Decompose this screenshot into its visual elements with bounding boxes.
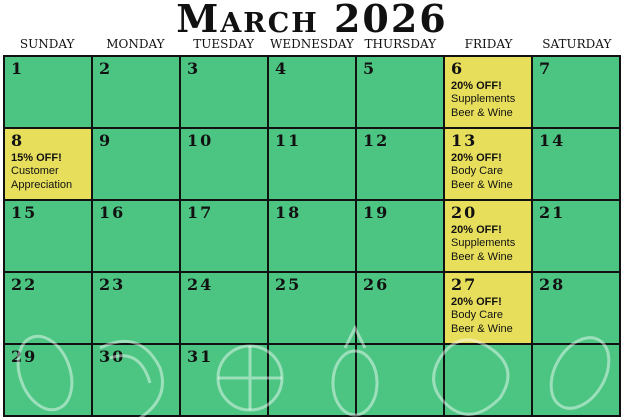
day-cell [533, 345, 619, 415]
day-cell: 1 [5, 57, 91, 127]
day-number: 6 [451, 59, 465, 78]
weekday-label: SATURDAY [542, 37, 612, 51]
calendar-grid: 1 2 3 4 5 6 20% OFF! Supplements Beer & Wine 7 8 15… [3, 55, 621, 417]
day-cell: 8 15% OFF! Customer Appreciation [5, 129, 91, 199]
weekday-row: SUNDAY MONDAY TUESDAY WEDNESDAY THURSDAY FRID… [3, 37, 621, 51]
offer: 20% OFF! [451, 224, 502, 236]
day-cell [445, 345, 531, 415]
day-cell: 24 [181, 273, 267, 343]
day-number: 14 [539, 131, 566, 150]
day-number: 3 [187, 59, 201, 78]
day-number: 11 [275, 131, 302, 150]
day-number: 27 [451, 275, 478, 294]
day-cell: 11 [269, 129, 355, 199]
day-cell: 22 [5, 273, 91, 343]
day-cell: 2 [93, 57, 179, 127]
offer-detail: Body Care [451, 165, 503, 177]
day-cell: 30 [93, 345, 179, 415]
day-cell: 18 [269, 201, 355, 271]
weekday-label: THURSDAY [364, 37, 437, 51]
day-cell: 29 [5, 345, 91, 415]
day-number: 26 [363, 275, 390, 294]
day-cell: 6 20% OFF! Supplements Beer & Wine [445, 57, 531, 127]
day-number: 19 [363, 203, 390, 222]
day-number: 16 [99, 203, 126, 222]
day-cell: 12 [357, 129, 443, 199]
day-number: 25 [275, 275, 302, 294]
day-cell: 10 [181, 129, 267, 199]
offer-detail: Body Care [451, 309, 503, 321]
day-cell: 19 [357, 201, 443, 271]
day-number: 13 [451, 131, 478, 150]
day-cell: 20 20% OFF! Supplements Beer & Wine [445, 201, 531, 271]
day-number: 15 [11, 203, 38, 222]
day-number: 7 [539, 59, 553, 78]
offer-detail: Beer & Wine [451, 323, 513, 335]
day-number: 5 [363, 59, 377, 78]
day-cell: 25 [269, 273, 355, 343]
day-number: 10 [187, 131, 214, 150]
day-cell: 7 [533, 57, 619, 127]
day-number: 29 [11, 347, 38, 366]
offer-detail: Customer [11, 165, 59, 177]
day-cell: 3 [181, 57, 267, 127]
day-number: 31 [187, 347, 214, 366]
day-number: 21 [539, 203, 566, 222]
day-number: 20 [451, 203, 478, 222]
day-number: 9 [99, 131, 113, 150]
day-cell: 5 [357, 57, 443, 127]
day-cell [357, 345, 443, 415]
weekday-label: TUESDAY [193, 37, 255, 51]
day-cell: 16 [93, 201, 179, 271]
offer-detail: Supplements [451, 93, 516, 105]
day-cell: 9 [93, 129, 179, 199]
day-number: 18 [275, 203, 302, 222]
title: March 2026 [176, 0, 448, 41]
offer-detail: Appreciation [11, 179, 73, 191]
day-number: 30 [99, 347, 126, 366]
weekday-label: SUNDAY [19, 37, 75, 51]
offer: 20% OFF! [451, 296, 502, 308]
day-cell: 28 [533, 273, 619, 343]
offer-detail: Supplements [451, 237, 516, 249]
day-number: 8 [11, 131, 25, 150]
offer-detail: Beer & Wine [451, 251, 513, 263]
day-cell: 4 [269, 57, 355, 127]
day-cell: 15 [5, 201, 91, 271]
day-number: 12 [363, 131, 390, 150]
offer-detail: Beer & Wine [451, 107, 513, 119]
day-cell: 17 [181, 201, 267, 271]
day-cell [269, 345, 355, 415]
offer: 20% OFF! [451, 80, 502, 92]
day-number: 1 [11, 59, 25, 78]
day-cell: 13 20% OFF! Body Care Beer & Wine [445, 129, 531, 199]
offer-detail: Beer & Wine [451, 179, 513, 191]
day-cell: 26 [357, 273, 443, 343]
day-number: 24 [187, 275, 214, 294]
day-number: 23 [99, 275, 126, 294]
weekday-label: WEDNESDAY [270, 37, 354, 51]
day-cell: 23 [93, 273, 179, 343]
offer: 15% OFF! [11, 152, 62, 164]
day-number: 17 [187, 203, 214, 222]
day-cell: 14 [533, 129, 619, 199]
day-number: 4 [275, 59, 289, 78]
day-cell: 27 20% OFF! Body Care Beer & Wine [445, 273, 531, 343]
day-cell: 31 [181, 345, 267, 415]
day-number: 22 [11, 275, 38, 294]
day-cell: 21 [533, 201, 619, 271]
offer: 20% OFF! [451, 152, 502, 164]
weekday-label: FRIDAY [464, 37, 513, 51]
day-number: 2 [99, 59, 113, 78]
day-number: 28 [539, 275, 566, 294]
weekday-label: MONDAY [106, 37, 165, 51]
